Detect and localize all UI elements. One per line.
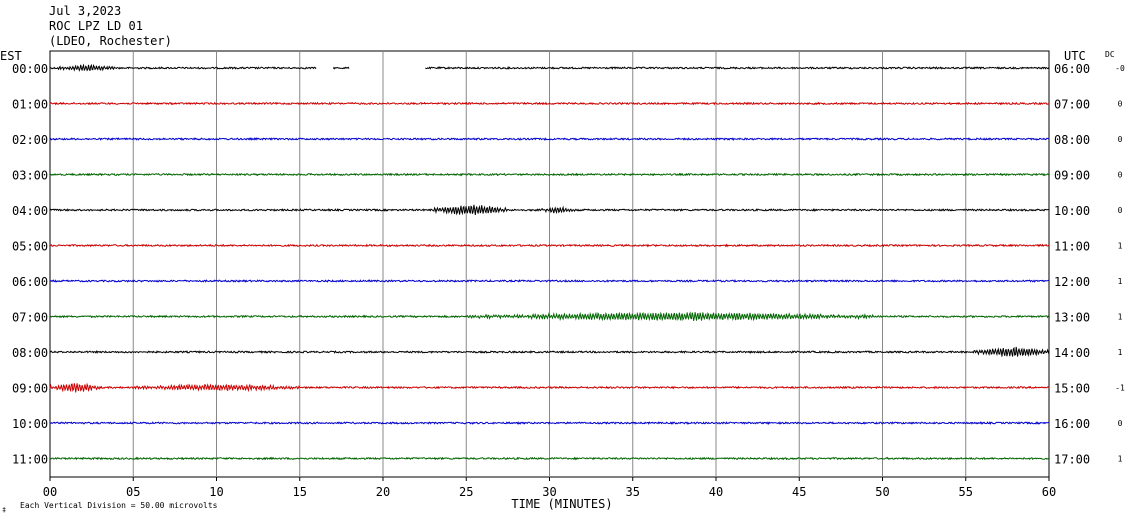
row-dc-value: 1 bbox=[1118, 455, 1123, 464]
date-label: Jul 3,2023 bbox=[49, 4, 122, 18]
row-dc-value: 1 bbox=[1118, 348, 1123, 357]
x-tick-label: 35 bbox=[626, 485, 640, 499]
seismic-trace bbox=[49, 172, 1050, 177]
x-tick-label: 25 bbox=[459, 485, 473, 499]
row-dc-value: 0 bbox=[1118, 100, 1123, 109]
row-label-utc: 17:00 bbox=[1054, 453, 1090, 467]
seismic-trace bbox=[49, 63, 1050, 72]
row-label-est: 05:00 bbox=[12, 240, 48, 254]
row-dc-value: 0 bbox=[1118, 171, 1123, 180]
row-label-est: 07:00 bbox=[12, 311, 48, 325]
row-dc-value: 0 bbox=[1118, 419, 1123, 428]
seismic-trace bbox=[49, 382, 1050, 393]
network-label: (LDEO, Rochester) bbox=[49, 34, 172, 48]
row-dc-value: 1 bbox=[1118, 313, 1123, 322]
row-dc-value: 1 bbox=[1118, 242, 1123, 251]
seismic-trace bbox=[49, 421, 1050, 425]
x-tick-label: 50 bbox=[875, 485, 889, 499]
seismic-trace bbox=[49, 311, 1050, 322]
row-dc-value: -0 bbox=[1115, 64, 1125, 73]
station-label: ROC LPZ LD 01 bbox=[49, 19, 143, 33]
row-label-est: 04:00 bbox=[12, 204, 48, 218]
footnote-scale: Each Vertical Division = 50.00 microvolt… bbox=[20, 501, 218, 510]
x-tick-label: 45 bbox=[792, 485, 806, 499]
x-tick-label: 55 bbox=[959, 485, 973, 499]
seismic-trace bbox=[49, 346, 1050, 358]
row-label-est: 02:00 bbox=[12, 133, 48, 147]
row-label-est: 10:00 bbox=[12, 417, 48, 431]
row-label-utc: 06:00 bbox=[1054, 62, 1090, 76]
row-label-utc: 14:00 bbox=[1054, 346, 1090, 360]
x-tick-label: 40 bbox=[709, 485, 723, 499]
seismic-trace bbox=[49, 204, 1050, 216]
row-label-est: 08:00 bbox=[12, 346, 48, 360]
seismic-trace bbox=[49, 243, 1050, 248]
row-label-est: 01:00 bbox=[12, 98, 48, 112]
row-dc-value: 1 bbox=[1118, 277, 1123, 286]
right-axis-title: UTC bbox=[1064, 49, 1086, 63]
row-label-utc: 07:00 bbox=[1054, 98, 1090, 112]
x-tick-label: 00 bbox=[43, 485, 57, 499]
x-tick-label: 20 bbox=[376, 485, 390, 499]
row-dc-value: -1 bbox=[1115, 384, 1125, 393]
row-label-utc: 12:00 bbox=[1054, 275, 1090, 289]
row-label-est: 06:00 bbox=[12, 275, 48, 289]
row-label-utc: 13:00 bbox=[1054, 311, 1090, 325]
x-axis-title: TIME (MINUTES) bbox=[511, 497, 612, 511]
dc-column-title: DC bbox=[1105, 50, 1115, 59]
row-label-est: 03:00 bbox=[12, 169, 48, 183]
x-tick-label: 05 bbox=[126, 485, 140, 499]
seismic-trace bbox=[49, 101, 1050, 106]
row-label-utc: 11:00 bbox=[1054, 240, 1090, 254]
row-label-utc: 08:00 bbox=[1054, 133, 1090, 147]
x-tick-label: 15 bbox=[293, 485, 307, 499]
x-tick-label: 10 bbox=[209, 485, 223, 499]
row-dc-value: 0 bbox=[1118, 206, 1123, 215]
row-label-est: 09:00 bbox=[12, 382, 48, 396]
row-label-est: 11:00 bbox=[12, 453, 48, 467]
row-label-utc: 15:00 bbox=[1054, 382, 1090, 396]
x-tick-label: 60 bbox=[1042, 485, 1056, 499]
seismic-trace bbox=[49, 279, 1050, 283]
row-label-est: 00:00 bbox=[12, 62, 48, 76]
x-tick-label: 30 bbox=[542, 485, 556, 499]
seismic-trace bbox=[49, 137, 1050, 141]
row-dc-value: 0 bbox=[1118, 135, 1123, 144]
left-axis-title: EST bbox=[0, 49, 22, 63]
row-label-utc: 09:00 bbox=[1054, 169, 1090, 183]
seismic-trace bbox=[49, 456, 1050, 461]
row-label-utc: 16:00 bbox=[1054, 417, 1090, 431]
row-label-utc: 10:00 bbox=[1054, 204, 1090, 218]
corner-mark: ‡ bbox=[2, 506, 6, 514]
